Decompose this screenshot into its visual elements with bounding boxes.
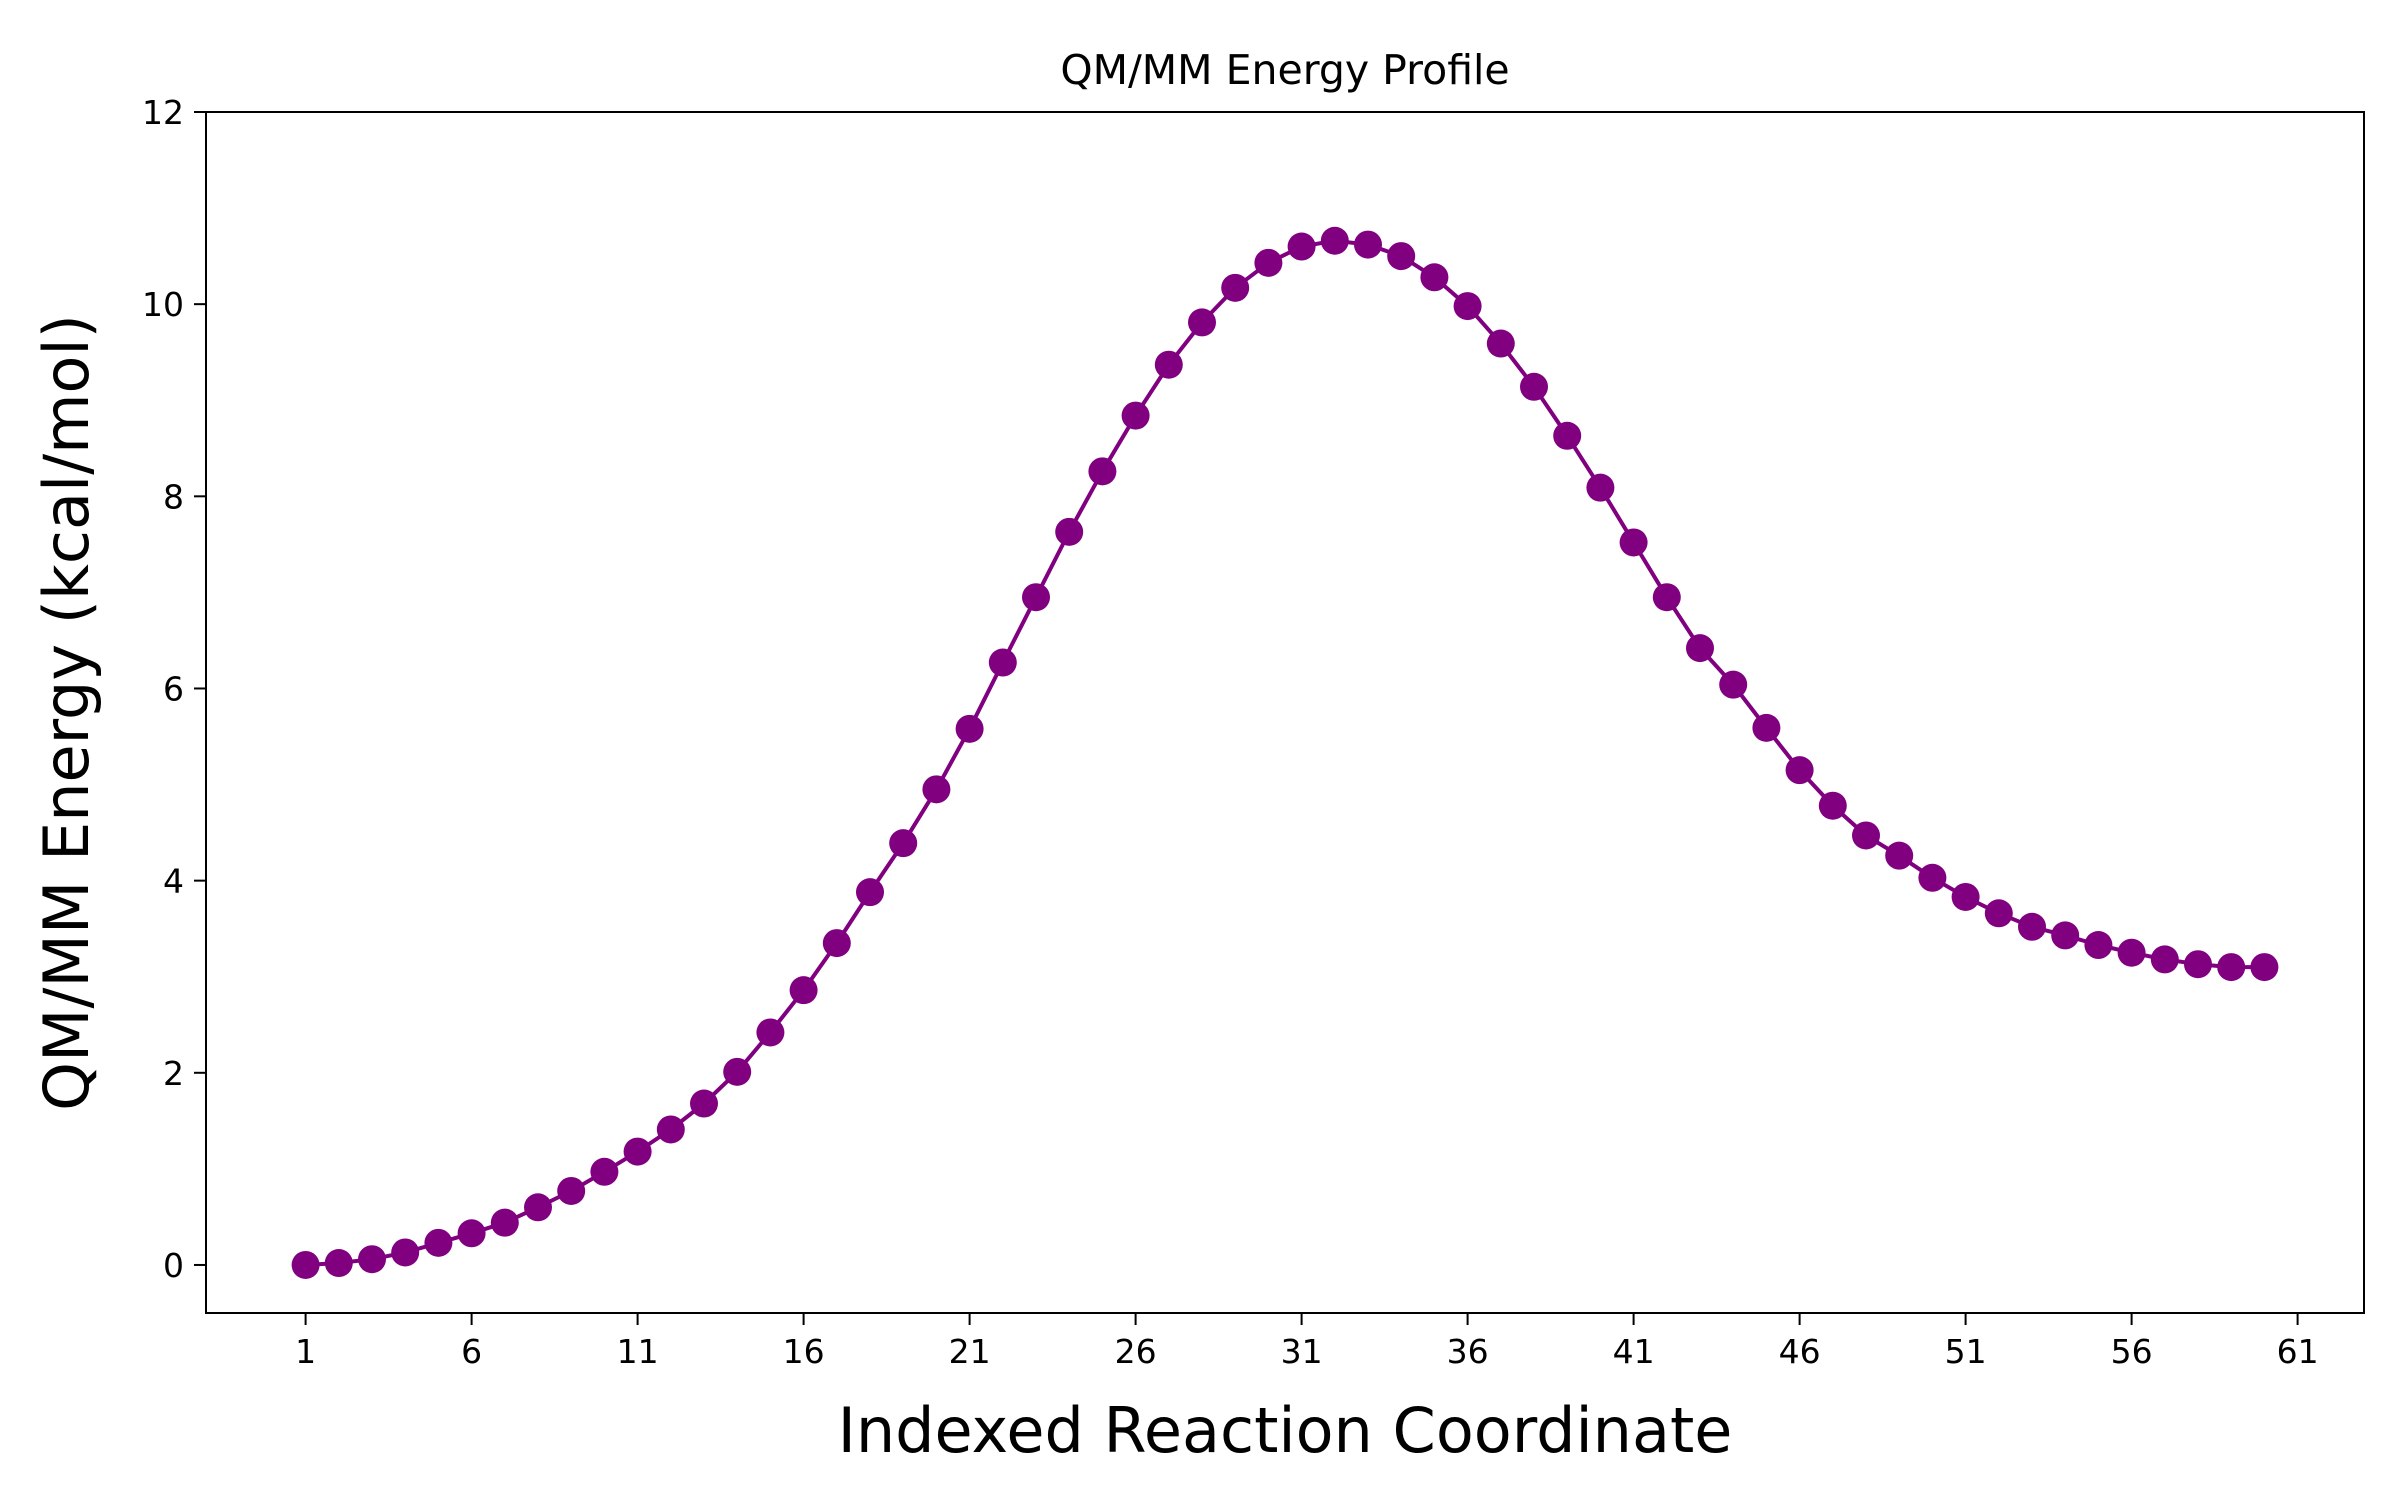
- data-point: [1785, 756, 1814, 785]
- x-tick-label: 21: [949, 1332, 991, 1371]
- data-point: [1221, 273, 1250, 302]
- data-point: [2150, 945, 2179, 974]
- data-point: [524, 1193, 552, 1222]
- data-point: [690, 1089, 718, 1118]
- data-point: [1984, 899, 2013, 928]
- data-point: [656, 1115, 685, 1144]
- x-tick-label: 41: [1613, 1332, 1655, 1371]
- x-tick-label: 61: [2277, 1332, 2319, 1371]
- data-point: [1055, 517, 1084, 546]
- data-point: [1553, 421, 1582, 450]
- data-point: [2184, 950, 2212, 979]
- data-point: [424, 1228, 453, 1257]
- data-point: [988, 648, 1017, 677]
- x-tick-label: 51: [1945, 1332, 1987, 1371]
- y-axis-ticks: 0 2 4 6 8 10 12: [142, 93, 206, 1285]
- data-point: [557, 1176, 586, 1205]
- y-tick-label: 12: [142, 93, 184, 132]
- data-point: [922, 775, 951, 804]
- data-point: [1686, 634, 1714, 663]
- data-point: [324, 1249, 353, 1278]
- chart-title: QM/MM Energy Profile: [1060, 46, 1509, 94]
- data-point: [1885, 841, 1914, 870]
- x-tick-label: 16: [783, 1332, 825, 1371]
- data-point: [1022, 583, 1050, 612]
- data-point: [1520, 372, 1548, 401]
- x-tick-label: 26: [1115, 1332, 1157, 1371]
- data-point: [490, 1208, 519, 1237]
- data-point: [1188, 308, 1216, 337]
- data-point: [955, 714, 984, 743]
- data-point: [1951, 882, 1980, 911]
- x-tick-label: 36: [1447, 1332, 1489, 1371]
- data-point: [1453, 292, 1482, 321]
- data-point: [2051, 921, 2080, 950]
- data-point: [856, 878, 884, 907]
- data-point: [457, 1219, 486, 1248]
- data-point: [2018, 912, 2046, 941]
- x-tick-label: 6: [461, 1332, 482, 1371]
- data-point: [2084, 931, 2113, 960]
- data-point: [623, 1137, 652, 1166]
- y-tick-label: 4: [163, 862, 184, 901]
- data-point: [2250, 953, 2279, 982]
- data-point: [590, 1157, 619, 1186]
- data-point: [1752, 713, 1781, 742]
- x-tick-label: 46: [1779, 1332, 1821, 1371]
- data-point: [1652, 583, 1681, 612]
- plot-area-frame: [205, 111, 2365, 1314]
- data-point: [1420, 263, 1449, 292]
- x-tick-label: 31: [1281, 1332, 1323, 1371]
- data-point: [1818, 791, 1847, 820]
- x-axis-title: Indexed Reaction Coordinate: [838, 1394, 1733, 1467]
- x-tick-label: 1: [295, 1332, 316, 1371]
- data-point: [1586, 473, 1615, 502]
- y-tick-label: 2: [163, 1054, 184, 1093]
- data-point: [1287, 232, 1316, 261]
- data-point: [1918, 863, 1947, 892]
- data-point: [1852, 821, 1880, 850]
- x-tick-label: 11: [617, 1332, 659, 1371]
- data-point: [2217, 953, 2246, 982]
- y-tick-label: 8: [163, 477, 184, 516]
- data-point: [822, 929, 851, 958]
- data-point: [1121, 401, 1150, 430]
- x-axis-ticks: 1 6 11 16 21 26 31 36 41 46 51 56 61: [295, 1313, 2319, 1371]
- data-point: [1719, 670, 1748, 699]
- data-point: [391, 1238, 420, 1267]
- data-point: [889, 829, 918, 858]
- data-point: [1154, 350, 1183, 379]
- x-tick-label: 56: [2111, 1332, 2153, 1371]
- data-point: [1320, 226, 1349, 255]
- y-tick-label: 0: [163, 1246, 184, 1285]
- data-point: [1254, 248, 1283, 277]
- data-point: [756, 1018, 785, 1047]
- y-tick-label: 10: [142, 285, 184, 324]
- data-point: [789, 976, 818, 1005]
- y-tick-label: 6: [163, 669, 184, 708]
- series-layer: [291, 226, 2279, 1279]
- data-point: [291, 1250, 320, 1279]
- data-point: [1387, 242, 1416, 271]
- data-point: [2117, 938, 2146, 967]
- data-point: [358, 1245, 386, 1274]
- y-axis-title: QM/MM Energy (kcal/mol): [30, 314, 103, 1111]
- data-point: [1088, 457, 1117, 486]
- data-point: [1619, 528, 1648, 557]
- data-point: [1486, 329, 1515, 358]
- data-point: [723, 1057, 752, 1086]
- data-point: [1354, 230, 1382, 259]
